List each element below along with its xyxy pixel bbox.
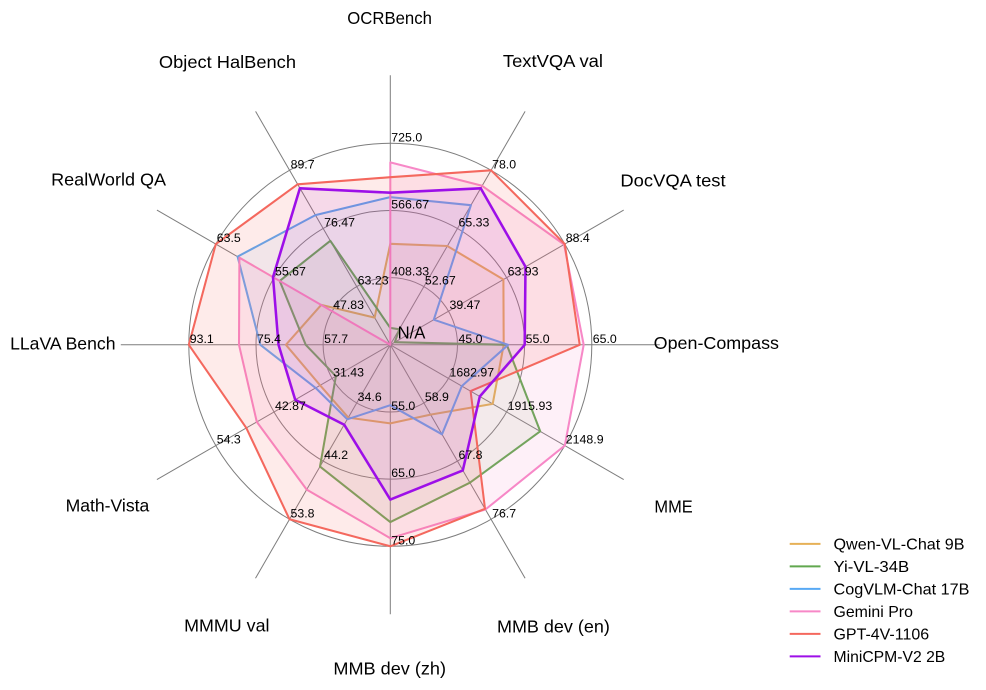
svg-text:76.47: 76.47 [324,216,355,230]
svg-text:58.9: 58.9 [425,390,449,404]
svg-text:MMB dev (en): MMB dev (en) [497,617,610,637]
svg-text:Object HalBench: Object HalBench [159,52,296,72]
svg-text:2148.9: 2148.9 [566,433,604,447]
svg-text:44.2: 44.2 [324,448,348,462]
svg-text:53.8: 53.8 [291,506,315,520]
svg-text:1915.93: 1915.93 [508,399,553,413]
svg-text:65.0: 65.0 [391,466,415,480]
svg-text:55.0: 55.0 [526,332,550,346]
svg-text:34.6: 34.6 [358,390,382,404]
svg-text:65.0: 65.0 [593,332,617,346]
svg-text:RealWorld QA: RealWorld QA [51,170,166,190]
svg-text:725.0: 725.0 [391,130,422,144]
svg-text:67.8: 67.8 [459,448,483,462]
svg-text:47.83: 47.83 [333,298,364,312]
svg-text:LLaVA Bench: LLaVA Bench [10,334,115,354]
svg-text:Gemini Pro: Gemini Pro [834,604,913,621]
svg-text:MMB dev (zh): MMB dev (zh) [333,658,446,678]
svg-text:Yi-VL-34B: Yi-VL-34B [834,559,910,576]
svg-text:CogVLM-Chat 17B: CogVLM-Chat 17B [834,582,970,599]
svg-text:65.33: 65.33 [459,216,490,230]
svg-text:OCRBench: OCRBench [347,8,432,28]
svg-text:MiniCPM-V2 2B: MiniCPM-V2 2B [834,649,946,666]
svg-text:63.5: 63.5 [217,231,241,245]
svg-text:566.67: 566.67 [391,198,429,212]
svg-text:88.4: 88.4 [566,231,590,245]
svg-text:MMMU val: MMMU val [184,616,269,636]
svg-text:57.7: 57.7 [324,332,348,346]
svg-text:GPT-4V-1106: GPT-4V-1106 [834,627,930,644]
svg-text:93.1: 93.1 [190,332,214,346]
svg-text:DocVQA test: DocVQA test [620,170,725,190]
svg-text:63.93: 63.93 [508,265,539,279]
svg-text:63.23: 63.23 [358,274,389,288]
svg-text:39.47: 39.47 [450,298,481,312]
svg-text:76.7: 76.7 [492,506,516,520]
svg-text:78.0: 78.0 [492,157,516,171]
svg-text:52.67: 52.67 [425,274,456,288]
svg-text:75.0: 75.0 [391,533,415,547]
svg-text:75.4: 75.4 [257,332,281,346]
svg-text:55.0: 55.0 [391,399,415,413]
svg-text:31.43: 31.43 [333,365,364,379]
svg-text:Open-Compass: Open-Compass [654,333,779,353]
svg-text:55.67: 55.67 [275,265,306,279]
svg-text:1682.97: 1682.97 [450,365,495,379]
svg-text:89.7: 89.7 [291,157,315,171]
svg-text:408.33: 408.33 [391,265,429,279]
svg-text:Qwen-VL-Chat 9B: Qwen-VL-Chat 9B [834,537,965,554]
svg-text:Math-Vista: Math-Vista [66,496,150,516]
svg-text:MME: MME [654,497,692,517]
svg-text:42.87: 42.87 [275,399,306,413]
svg-text:54.3: 54.3 [217,433,241,447]
svg-text:TextVQA val: TextVQA val [503,51,603,71]
svg-text:N/A: N/A [398,322,426,342]
svg-text:45.0: 45.0 [459,332,483,346]
